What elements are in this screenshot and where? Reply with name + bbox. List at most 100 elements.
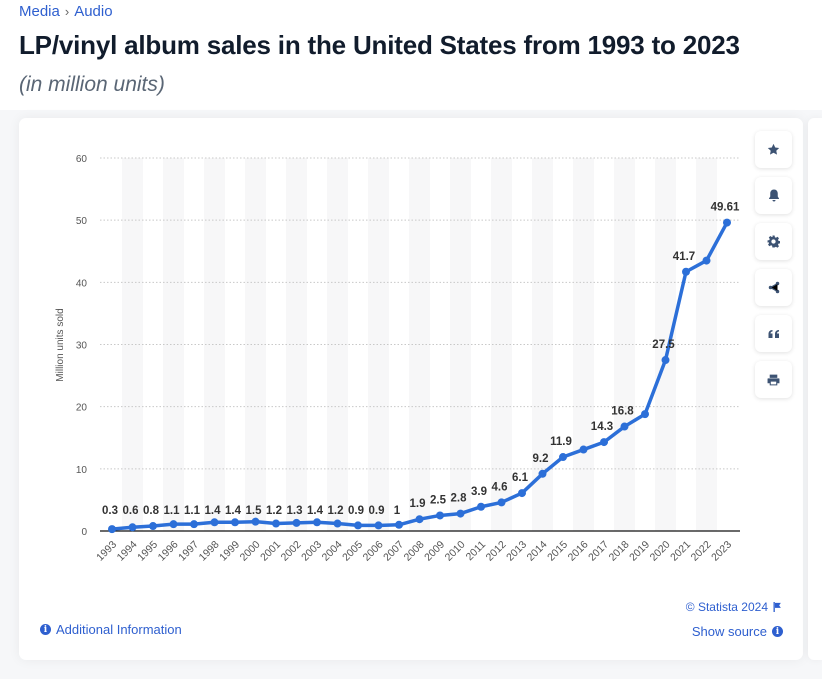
data-point [579,445,588,454]
data-label: 1.4 [205,505,222,517]
x-tick-label: 2001 [258,539,283,564]
data-label: 2.8 [451,493,468,505]
x-tick-label: 2002 [279,539,304,564]
data-label: 1.4 [307,505,324,517]
copyright-label: © Statista 2024 [685,600,768,614]
additional-information-link[interactable]: i Additional Information [40,622,182,637]
data-point [374,521,383,530]
x-tick-label: 2015 [545,539,570,564]
data-point [641,410,649,419]
data-label: 9.2 [533,453,549,465]
x-tick-label: 1995 [135,539,160,564]
data-point [292,518,301,527]
x-tick-label: 1999 [217,539,242,564]
star-icon [767,143,780,155]
flag-icon [773,602,781,612]
data-label: 27.5 [652,339,675,351]
breadcrumb-separator: › [64,4,70,19]
data-label: 1.1 [164,505,181,517]
data-point [210,518,219,527]
data-label: 2.5 [430,494,447,506]
copyright[interactable]: © Statista 2024 [686,600,782,614]
data-point [620,422,629,431]
data-label: 3.9 [471,486,487,498]
y-tick-label: 20 [76,403,88,414]
data-label: 14.3 [591,421,613,433]
data-label: 6.1 [512,472,529,484]
data-label: 1.2 [328,505,344,517]
data-point [559,453,567,462]
x-tick-label: 2019 [627,539,652,564]
data-label: 0.9 [369,505,385,517]
data-label: 0.3 [102,505,118,517]
info-icon: i [40,624,51,635]
x-tick-label: 2008 [402,539,427,564]
y-tick-label: 50 [76,216,88,227]
data-point [354,521,362,530]
x-tick-label: 2004 [320,539,345,564]
x-tick-label: 2000 [238,539,263,564]
y-tick-label: 60 [76,154,88,165]
data-label: 1.2 [266,505,282,517]
data-label: 1.9 [410,498,426,510]
print-button[interactable] [755,361,792,398]
breadcrumb: Media › Audio [19,3,113,20]
gear-icon [767,235,780,248]
data-label: 0.8 [143,505,160,517]
data-label: 4.6 [492,481,508,493]
notification-button[interactable] [755,177,792,214]
data-label: 0.6 [123,505,139,517]
show-source-label: Show source [691,624,767,639]
data-point [436,511,444,520]
data-point [682,267,690,276]
column-band [368,158,389,531]
data-point [108,525,116,534]
cite-button[interactable] [755,315,792,352]
x-tick-label: 2014 [525,539,550,564]
show-source-link[interactable]: Show source i [692,624,783,639]
x-tick-label: 2017 [586,539,611,564]
column-band [204,158,225,531]
column-band [327,158,348,531]
data-point [395,520,403,529]
data-label: 11.9 [550,436,572,448]
data-point [518,489,526,498]
data-point [149,522,157,531]
data-label: 1.5 [246,505,263,517]
share-button[interactable] [755,269,792,306]
x-tick-label: 1998 [197,539,222,564]
data-point [538,469,547,478]
quote-icon [768,329,779,338]
right-panel [808,118,822,660]
page-subtitle: (in million units) [19,73,165,96]
x-tick-label: 2010 [443,539,468,564]
column-band [655,158,676,531]
x-tick-label: 2013 [504,539,529,564]
breadcrumb-media[interactable]: Media [19,3,60,20]
y-axis-label: Million units sold [55,308,66,381]
x-tick-label: 2022 [689,539,714,564]
data-point [169,520,178,529]
breadcrumb-audio[interactable]: Audio [74,3,113,20]
x-tick-label: 2016 [566,539,591,564]
settings-button[interactable] [755,223,792,260]
data-point [128,523,137,532]
data-point [702,256,711,265]
data-label: 0.9 [348,505,364,517]
info-icon: i [772,626,783,637]
x-tick-label: 2003 [299,539,324,564]
x-tick-label: 1993 [94,539,119,564]
favorite-button[interactable] [755,131,792,168]
data-label: 49.61 [711,202,740,214]
y-tick-label: 30 [76,341,88,352]
data-point [415,515,424,524]
y-tick-label: 40 [76,278,88,289]
additional-information-label: Additional Information [56,622,182,637]
x-tick-label: 2006 [361,539,386,564]
chart-toolbar [755,131,792,407]
data-point [272,519,280,528]
column-band [491,158,512,531]
bell-icon [768,189,779,202]
data-point [231,518,239,527]
